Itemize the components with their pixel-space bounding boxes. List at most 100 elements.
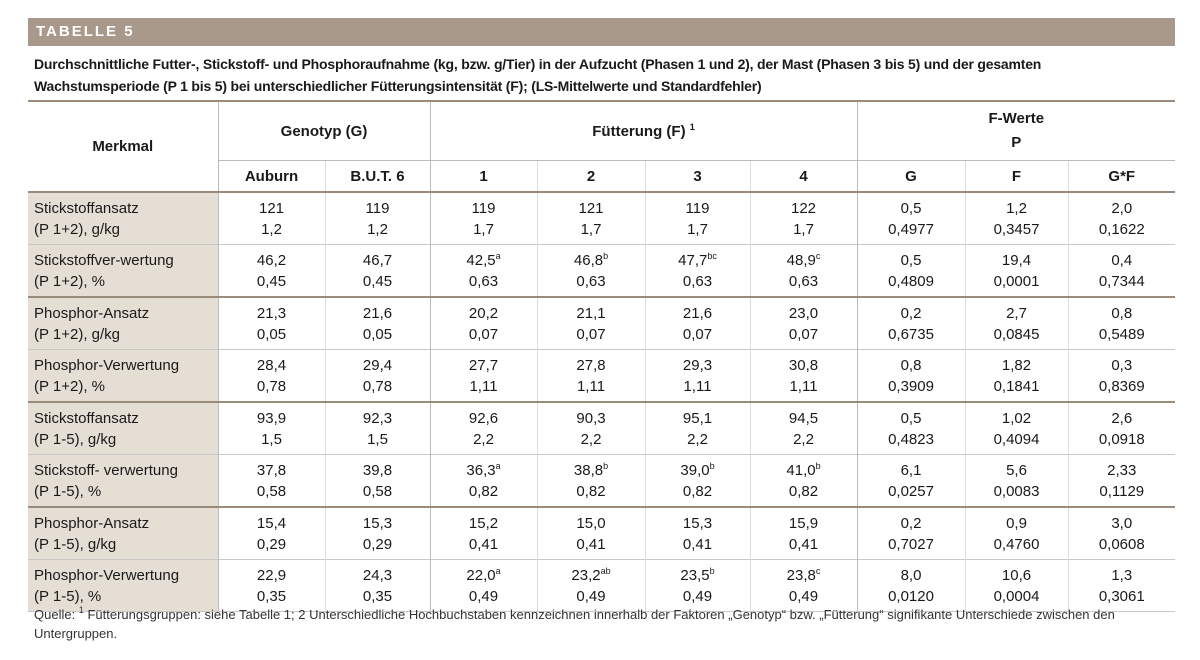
cell-superscript: c [815,250,821,261]
cell-mean: 0,5 [900,409,922,427]
table-cell: 21,1 0,07 [536,296,646,350]
row-label: Phosphor-Verwertung (P 1+2), % [28,349,218,402]
caption: Durchschnittliche Futter-, Stickstoff- u… [34,56,1042,94]
cell-mean: 92,6 [468,409,499,427]
table-cell: 39,0b 0,82 [644,454,751,507]
cell-mean: 21,1 [576,304,606,322]
group-subtitle: P [1011,134,1022,151]
table-cell: 1,3 0,3061 [1067,559,1176,612]
footnote-prefix: Quelle: [34,607,76,622]
table-cell: 29,3 1,11 [644,349,751,402]
table-cell: 0,9 0,4760 [964,506,1069,560]
cell-se: 0,49 [682,587,713,605]
group-header: Genotyp (G) [217,100,431,161]
cell-se: 0,4977 [888,220,934,238]
column-header: 2 [536,160,646,193]
cell-mean: 10,6 [1001,566,1032,584]
cell-mean: 92,3 [362,409,393,427]
cell-mean: 119 [471,199,496,217]
cell-se: 1,11 [789,377,818,395]
table-cell: 15,9 0,41 [749,506,858,560]
cell-superscript: a [495,460,501,471]
cell-mean: 8,0 [900,566,922,584]
cell-se: 0,4809 [888,272,934,290]
table-cell: 47,7bc 0,63 [644,244,751,297]
cell-se: 0,0001 [993,272,1040,290]
table-cell: 2,7 0,0845 [964,296,1069,350]
table-cell: 119 1,7 [429,191,538,245]
cell-se: 0,7344 [1098,272,1145,290]
cell-se: 1,7 [473,220,494,238]
table-cell: 121 1,7 [536,191,646,245]
table-row: Phosphor-Ansatz (P 1-5), g/kg 15,4 0,29 15,3… [28,506,1176,560]
column-header: 3 [644,160,751,193]
table-cell: 2,33 0,1129 [1067,454,1176,507]
cell-mean: 47,7 [678,251,708,269]
cell-se: 0,8369 [1098,377,1145,395]
table-cell: 95,1 2,2 [644,401,751,455]
footnote-sup: 1 [78,605,84,615]
table-cell: 19,4 0,0001 [964,244,1069,297]
row-label-line: Stickstoffansatz [34,409,139,427]
cell-mean: 39,0 [680,461,710,479]
cell-se: 0,45 [256,272,287,290]
cell-mean: 36,3 [466,461,496,479]
table-cell: 22,0a 0,49 [429,559,538,612]
cell-se: 2,2 [580,430,602,448]
table-label: TABELLE 5 [36,23,135,40]
row-label-line: Phosphor-Verwertung [34,356,180,374]
row-label-line: (P 1+2), % [34,272,106,290]
cell-se: 0,82 [576,482,606,500]
row-label-line: Phosphor-Ansatz [34,514,150,532]
cell-mean: 23,2 [571,566,601,584]
table-cell: 2,6 0,0918 [1067,401,1176,455]
table-cell: 24,3 0,35 [324,559,431,612]
footnote-text: Fütterungsgruppen: siehe Tabelle 1; 2 Un… [34,607,1115,641]
group-header: Fütterung (F) 1 [429,100,858,161]
table-row: Stickstoffansatz (P 1-5), g/kg 93,9 1,5 92,3… [28,401,1176,455]
table-cell: 29,4 0,78 [324,349,431,402]
cell-mean: 5,6 [1006,461,1027,479]
cell-se: 1,7 [580,220,602,238]
cell-se: 2,2 [687,430,708,448]
cell-se: 0,82 [788,482,819,500]
row-label: Stickstoff- verwertung (P 1-5), % [28,454,218,507]
table-cell: 15,3 0,41 [644,506,751,560]
cell-se: 0,45 [362,272,393,290]
cell-se: 1,5 [367,430,388,448]
cell-se: 0,63 [468,272,499,290]
cell-se: 0,41 [468,535,499,553]
cell-se: 0,63 [682,272,713,290]
column-header: 1 [429,160,538,193]
footnote: Quelle: 1 Fütterungsgruppen: siehe Tabel… [34,605,1169,643]
cell-se: 0,0608 [1098,535,1145,553]
cell-se: 2,2 [793,430,814,448]
row-label-line: (P 1+2), % [34,377,106,395]
cell-se: 0,6735 [888,325,934,343]
cell-mean: 15,0 [576,514,606,532]
cell-se: 1,11 [683,377,712,395]
table-cell: 36,3a 0,82 [429,454,538,507]
title-bar: TABELLE 5 [28,18,1175,46]
cell-mean: 37,8 [256,461,287,479]
cell-se: 0,0257 [888,482,934,500]
cell-mean: 29,3 [682,356,713,374]
cell-se: 0,07 [682,325,713,343]
table-cell: 3,0 0,0608 [1067,506,1176,560]
table-cell: 23,0 0,07 [749,296,858,350]
row-label-line: (P 1-5), % [34,482,102,500]
table-cell: 90,3 2,2 [536,401,646,455]
cell-se: 0,07 [788,325,819,343]
row-label: Stickstoffansatz (P 1-5), g/kg [28,401,218,455]
row-label-line: Phosphor-Ansatz [34,304,150,322]
row-label: Stickstoffver-wertung (P 1+2), % [28,244,218,297]
cell-mean: 15,4 [256,514,287,532]
cell-se: 0,82 [682,482,713,500]
table-cell: 92,3 1,5 [324,401,431,455]
row-label: Phosphor-Ansatz (P 1+2), g/kg [28,296,218,350]
cell-se: 0,0120 [888,587,934,605]
cell-mean: 15,3 [362,514,393,532]
cell-se: 0,1841 [993,377,1040,395]
row-label: Phosphor-Ansatz (P 1-5), g/kg [28,506,218,560]
cell-se: 0,0918 [1098,430,1145,448]
